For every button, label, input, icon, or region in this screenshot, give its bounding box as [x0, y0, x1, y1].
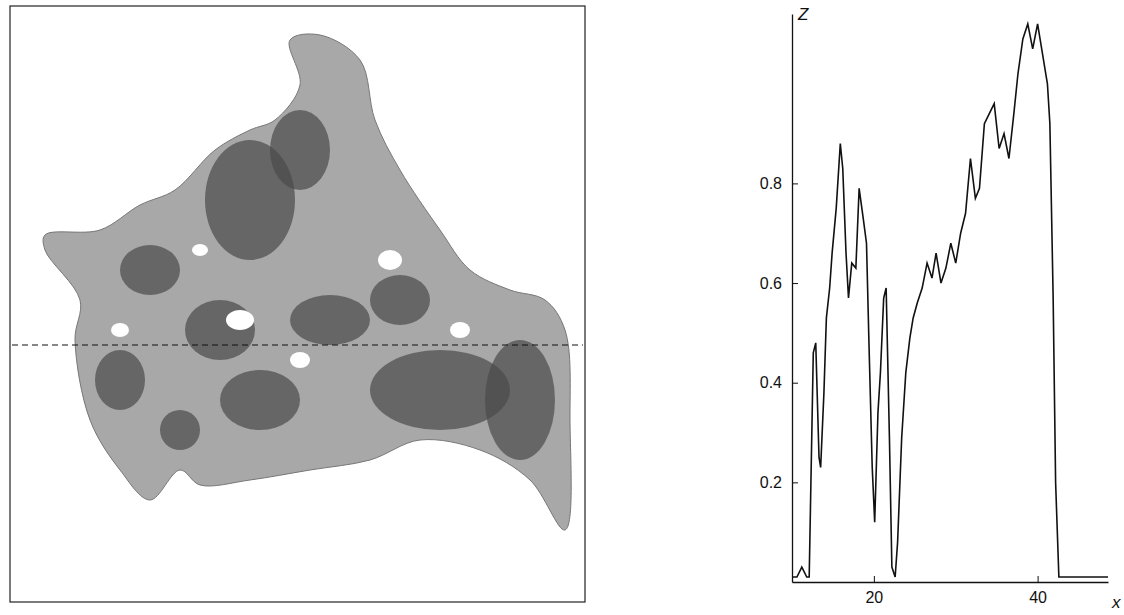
x-tick-mark: [874, 576, 875, 582]
dark-patch: [220, 370, 300, 430]
y-tick-mark: [792, 383, 798, 384]
y-tick-mark: [792, 183, 798, 184]
hole: [111, 323, 129, 337]
profile-curve: [792, 24, 1108, 577]
figure: 20400.20.40.60.8Zx: [0, 0, 1124, 615]
x-tick: 20: [865, 576, 883, 606]
x-axis-title: x: [1111, 593, 1121, 612]
dark-patch: [120, 245, 180, 295]
aggregate-shape: [43, 34, 571, 530]
y-tick-label: 0.2: [760, 474, 782, 491]
dark-patch: [95, 350, 145, 410]
y-axis-title: Z: [797, 5, 809, 24]
y-tick-mark: [792, 283, 798, 284]
dark-patch: [485, 340, 555, 460]
hole: [290, 352, 310, 368]
y-tick-label: 0.4: [760, 374, 782, 391]
dark-patch: [290, 295, 370, 345]
x-tick-label: 40: [1029, 589, 1047, 606]
image-frame: [10, 6, 585, 602]
x-tick: 40: [1029, 576, 1047, 606]
hole: [192, 244, 208, 256]
x-tick-mark: [1038, 576, 1039, 582]
y-tick: 0.6: [760, 275, 798, 292]
y-tick-label: 0.8: [760, 175, 782, 192]
y-axis: 0.2 0.4 0.6 0.8: [760, 15, 798, 583]
hole: [378, 250, 402, 270]
plot-area: [792, 24, 1108, 577]
hole: [226, 310, 254, 330]
hole: [450, 322, 470, 338]
y-tick: 0.4: [760, 374, 798, 391]
profile-line: [12, 344, 583, 345]
y-tick-mark: [792, 482, 798, 483]
y-tick: 0.8: [760, 175, 798, 192]
y-tick: 0.2: [760, 474, 798, 491]
aggregate-image: [10, 6, 585, 602]
x-axis: 2040: [793, 576, 1109, 606]
dark-patch: [270, 110, 330, 190]
dark-patch: [160, 410, 200, 450]
x-tick-label: 20: [865, 589, 883, 606]
y-axis-line: [792, 15, 793, 583]
y-tick-label: 0.6: [760, 275, 782, 292]
x-axis-line: [793, 582, 1109, 583]
dark-patch: [185, 300, 255, 360]
dark-patch: [370, 275, 430, 325]
